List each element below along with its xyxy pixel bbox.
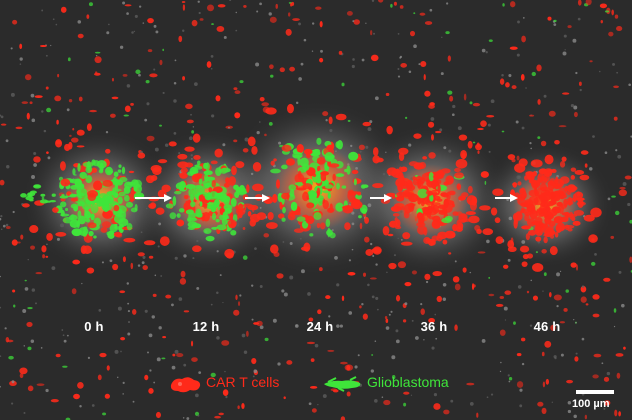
car-t-cells-legend-icon xyxy=(170,377,201,393)
scale-bar xyxy=(576,390,614,394)
scale-bar-label: 100 µm xyxy=(572,398,610,410)
timepoint-label-36h: 36 h xyxy=(420,319,448,334)
timepoint-label-46h: 46 h xyxy=(533,319,561,334)
timepoint-label-24h: 24 h xyxy=(306,319,334,334)
car-t-cells-legend-label: CAR T cells xyxy=(206,374,280,390)
glioblastoma-legend-label: Glioblastoma xyxy=(367,374,449,390)
timepoint-label-12h: 12 h xyxy=(192,319,220,334)
timepoint-label-0h: 0 h xyxy=(84,319,104,334)
glioblastoma-legend-icon xyxy=(324,376,361,392)
